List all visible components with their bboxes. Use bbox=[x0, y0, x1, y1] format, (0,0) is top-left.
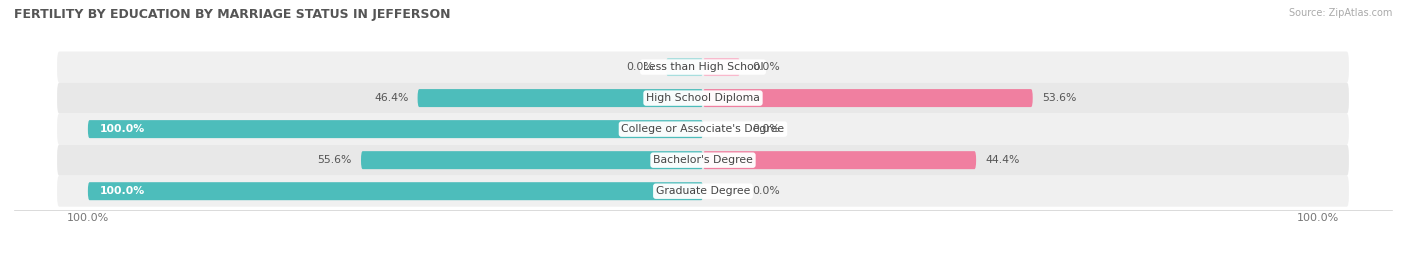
Text: College or Associate's Degree: College or Associate's Degree bbox=[621, 124, 785, 134]
FancyBboxPatch shape bbox=[666, 58, 703, 76]
Text: Bachelor's Degree: Bachelor's Degree bbox=[652, 155, 754, 165]
FancyBboxPatch shape bbox=[58, 176, 1348, 207]
Text: 44.4%: 44.4% bbox=[986, 155, 1019, 165]
Text: 46.4%: 46.4% bbox=[374, 93, 408, 103]
Text: Source: ZipAtlas.com: Source: ZipAtlas.com bbox=[1288, 8, 1392, 18]
Text: Less than High School: Less than High School bbox=[643, 62, 763, 72]
Text: 55.6%: 55.6% bbox=[318, 155, 352, 165]
FancyBboxPatch shape bbox=[703, 58, 740, 76]
FancyBboxPatch shape bbox=[87, 182, 703, 200]
Text: 0.0%: 0.0% bbox=[752, 62, 780, 72]
FancyBboxPatch shape bbox=[87, 120, 703, 138]
FancyBboxPatch shape bbox=[361, 151, 703, 169]
Text: 100.0%: 100.0% bbox=[100, 124, 145, 134]
Text: 0.0%: 0.0% bbox=[752, 124, 780, 134]
FancyBboxPatch shape bbox=[58, 114, 1348, 145]
Text: 53.6%: 53.6% bbox=[1042, 93, 1077, 103]
Text: High School Diploma: High School Diploma bbox=[647, 93, 759, 103]
Text: 0.0%: 0.0% bbox=[626, 62, 654, 72]
FancyBboxPatch shape bbox=[703, 89, 1032, 107]
FancyBboxPatch shape bbox=[58, 52, 1348, 83]
FancyBboxPatch shape bbox=[703, 151, 976, 169]
Text: 0.0%: 0.0% bbox=[752, 186, 780, 196]
Text: FERTILITY BY EDUCATION BY MARRIAGE STATUS IN JEFFERSON: FERTILITY BY EDUCATION BY MARRIAGE STATU… bbox=[14, 8, 450, 21]
FancyBboxPatch shape bbox=[58, 83, 1348, 114]
Text: 100.0%: 100.0% bbox=[100, 186, 145, 196]
FancyBboxPatch shape bbox=[58, 145, 1348, 176]
FancyBboxPatch shape bbox=[418, 89, 703, 107]
Text: Graduate Degree: Graduate Degree bbox=[655, 186, 751, 196]
